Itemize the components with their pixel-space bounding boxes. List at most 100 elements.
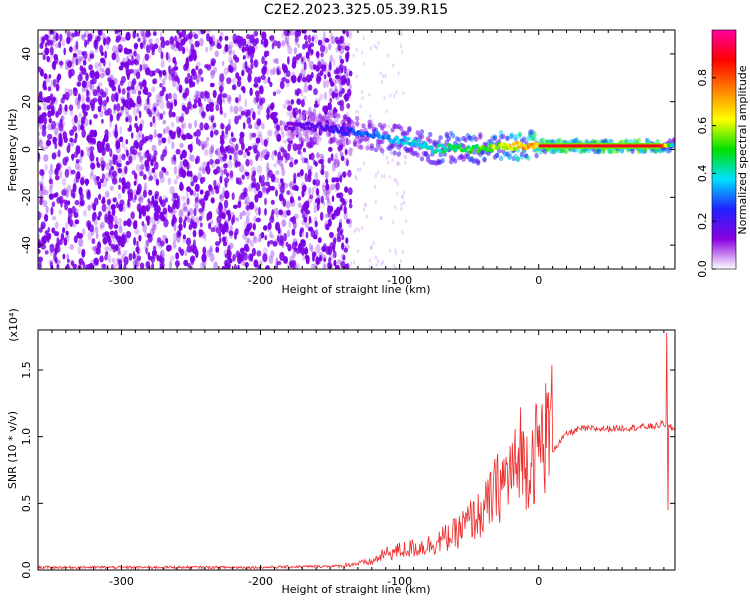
noise-cell (236, 79, 242, 88)
noise-cell (157, 237, 162, 243)
noise-cell (201, 202, 205, 211)
noise-cell (351, 147, 354, 152)
noise-cell (297, 75, 301, 82)
noise-cell (41, 112, 47, 118)
noise-cell (183, 206, 189, 213)
noise-cell (169, 186, 175, 195)
noise-cell (312, 254, 315, 262)
noise-cell (286, 229, 291, 238)
noise-cell (261, 31, 267, 40)
noise-cell (317, 237, 322, 244)
noise-cell (331, 78, 337, 87)
ridge-cell (505, 135, 510, 141)
noise-cell (291, 228, 296, 236)
noise-cell (42, 234, 48, 244)
noise-cell (321, 245, 326, 253)
noise-cell (118, 236, 123, 243)
noise-cell (380, 216, 383, 221)
noise-cell (308, 60, 315, 70)
noise-cell (94, 219, 98, 226)
noise-cell (219, 73, 225, 83)
noise-cell (51, 201, 56, 208)
noise-cell (231, 192, 235, 201)
noise-cell (276, 133, 282, 142)
noise-cell (278, 240, 284, 246)
noise-cell (48, 169, 54, 175)
noise-cell (87, 132, 90, 138)
noise-cell (178, 84, 183, 94)
noise-cell (196, 192, 199, 202)
noise-cell (77, 124, 81, 133)
noise-cell (162, 207, 168, 215)
noise-cell (164, 197, 168, 203)
noise-cell (306, 74, 311, 83)
noise-cell (226, 210, 231, 216)
ridge-cell (369, 145, 374, 151)
noise-cell (39, 124, 44, 130)
noise-cell (101, 70, 108, 77)
noise-cell (330, 81, 335, 87)
noise-cell (194, 201, 199, 211)
noise-cell (138, 97, 142, 106)
noise-cell (306, 199, 310, 207)
noise-cell (198, 228, 202, 238)
noise-cell (274, 264, 279, 269)
noise-cell (78, 124, 83, 131)
noise-cell (152, 78, 156, 85)
noise-cell (154, 193, 158, 200)
noise-cell (137, 196, 142, 202)
noise-cell (276, 89, 281, 95)
ridge-cell (359, 144, 364, 150)
noise-cell (224, 223, 229, 233)
noise-cell (38, 139, 44, 149)
noise-cell (188, 122, 192, 129)
noise-cell (343, 200, 347, 207)
noise-cell (323, 188, 328, 196)
noise-cell (247, 116, 251, 124)
noise-cell (228, 56, 233, 64)
noise-cell (245, 237, 251, 244)
noise-cell (41, 128, 47, 137)
noise-cell (48, 185, 53, 193)
noise-cell (130, 60, 135, 66)
noise-cell (79, 155, 83, 164)
colorbar-tick-label: 0.0 (696, 260, 709, 278)
noise-cell (215, 149, 219, 156)
noise-cell (334, 85, 338, 93)
noise-cell (62, 157, 68, 166)
noise-cell (234, 97, 239, 103)
ridge-cell (495, 146, 499, 150)
noise-cell (283, 256, 288, 264)
noise-cell (45, 34, 49, 40)
noise-cell (311, 34, 315, 40)
noise-cell (151, 195, 155, 203)
noise-cell (74, 96, 80, 106)
noise-cell (174, 260, 180, 267)
ridge-cell (503, 142, 508, 147)
ridge-cell (403, 135, 408, 140)
noise-cell (303, 84, 309, 93)
noise-cell (257, 104, 260, 110)
noise-cell (48, 40, 53, 46)
noise-cell (100, 51, 104, 56)
noise-cell (276, 40, 281, 49)
noise-cell (222, 236, 226, 243)
noise-cell (69, 129, 74, 136)
noise-cell (213, 66, 218, 74)
noise-cell (280, 163, 284, 170)
ridge-cell (334, 117, 339, 123)
colorbar-ticks: 0.00.20.40.60.8 (696, 69, 716, 278)
noise-cell (170, 121, 175, 128)
noise-cell (40, 221, 46, 230)
noise-cell (347, 169, 352, 178)
noise-cell (130, 85, 135, 90)
noise-cell (71, 117, 77, 126)
noise-cell (94, 71, 100, 80)
noise-cell (133, 221, 138, 230)
noise-cell (145, 247, 148, 255)
noise-cell (303, 214, 308, 220)
noise-cell (114, 244, 119, 252)
noise-cell (209, 245, 213, 253)
ridge-cell (453, 158, 458, 164)
noise-cell (165, 93, 169, 102)
